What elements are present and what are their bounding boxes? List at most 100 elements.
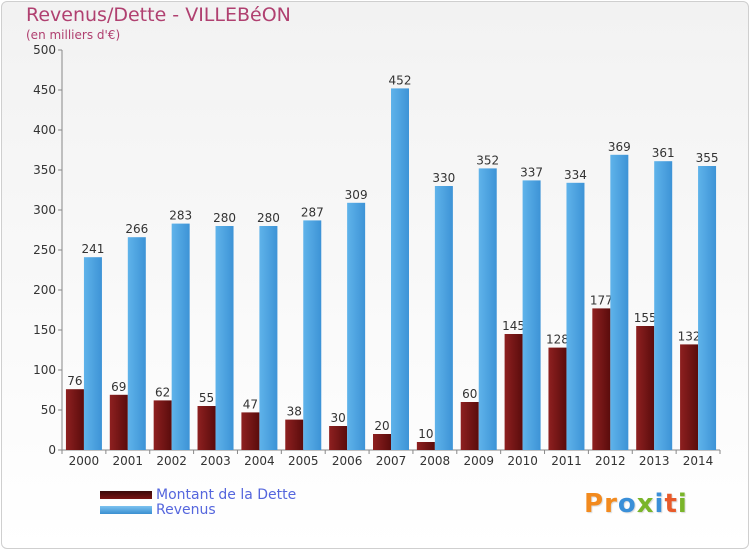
x-tick-label: 2011 [551, 454, 582, 468]
data-label-revenus: 280 [257, 211, 280, 225]
x-tick-label: 2006 [332, 454, 363, 468]
data-label-dette: 30 [330, 411, 345, 425]
chart-title: Revenus/Dette - VILLEBéON [26, 4, 291, 26]
x-tick-label: 2002 [156, 454, 187, 468]
data-label-revenus: 337 [520, 165, 543, 179]
legend-label-dette: Montant de la Dette [156, 487, 297, 503]
y-tick-label: 350 [33, 163, 56, 177]
legend-swatch-dette [100, 491, 152, 499]
y-tick-label: 0 [48, 443, 56, 457]
data-label-revenus: 241 [81, 242, 104, 256]
bar-revenus [434, 186, 453, 450]
data-label-revenus: 355 [696, 151, 719, 165]
y-tick-label: 300 [33, 203, 56, 217]
x-tick-label: 2009 [463, 454, 494, 468]
data-label-revenus: 452 [389, 73, 412, 87]
y-tick-label: 150 [33, 323, 56, 337]
x-tick-label: 2005 [288, 454, 319, 468]
data-label-dette: 132 [678, 329, 701, 343]
x-tick-label: 2004 [244, 454, 275, 468]
bar-revenus [478, 168, 497, 450]
bar-revenus [347, 202, 366, 450]
data-label-dette: 10 [418, 427, 433, 441]
data-label-dette: 76 [67, 374, 82, 388]
data-label-revenus: 361 [652, 146, 675, 160]
logo-letter: P [584, 489, 605, 519]
x-tick-label: 2012 [595, 454, 626, 468]
data-label-revenus: 369 [608, 140, 631, 154]
bar-dette [65, 389, 84, 450]
x-tick-label: 2008 [420, 454, 451, 468]
y-tick-label: 200 [33, 283, 56, 297]
y-tick-label: 100 [33, 363, 56, 377]
bar-dette [373, 434, 391, 450]
bar-revenus [83, 257, 102, 450]
data-label-dette: 20 [374, 419, 389, 433]
data-label-revenus: 287 [301, 205, 324, 219]
data-label-revenus: 266 [125, 222, 148, 236]
data-label-dette: 177 [590, 293, 613, 307]
data-label-revenus: 330 [432, 171, 455, 185]
data-label-dette: 145 [502, 319, 525, 333]
legend-item-dette: Montant de la Dette [100, 487, 296, 503]
logo-letter: o [617, 489, 637, 519]
bar-dette [153, 400, 172, 450]
bar-dette [197, 406, 216, 450]
data-label-dette: 62 [155, 385, 170, 399]
logo-letter: i [654, 489, 665, 519]
logo-letter: t [664, 489, 678, 519]
data-label-revenus: 352 [476, 153, 499, 167]
logo-letter: x [636, 489, 655, 519]
bar-dette [680, 344, 699, 450]
x-tick-label: 2014 [683, 454, 714, 468]
x-tick-label: 2010 [507, 454, 538, 468]
data-label-dette: 69 [111, 380, 126, 394]
bar-revenus [522, 180, 541, 450]
bar-dette [636, 326, 655, 450]
bar-dette [241, 412, 260, 450]
bar-revenus [610, 154, 629, 451]
data-label-dette: 55 [199, 391, 214, 405]
bar-dette [460, 402, 479, 450]
bar-dette [592, 308, 611, 450]
data-label-revenus: 334 [564, 168, 587, 182]
bar-revenus [654, 161, 673, 450]
legend-swatch-revenus [100, 506, 152, 514]
y-tick-label: 50 [41, 403, 56, 417]
bar-revenus [127, 237, 146, 450]
bar-dette [285, 419, 304, 450]
bar-dette [109, 394, 128, 450]
bar-revenus [566, 182, 585, 451]
legend-item-revenus: Revenus [100, 502, 216, 518]
bar-revenus [259, 226, 278, 450]
data-label-dette: 38 [287, 405, 302, 419]
chart-subtitle: (en milliers d'€) [26, 28, 121, 42]
y-tick-label: 500 [33, 43, 56, 57]
data-label-revenus: 309 [345, 188, 368, 202]
proxiti-logo: Proxiti [584, 489, 688, 519]
x-tick-label: 2007 [376, 454, 407, 468]
data-label-revenus: 280 [213, 211, 236, 225]
bar-revenus [698, 166, 717, 450]
bar-revenus [303, 220, 322, 450]
logo-letter: i [677, 489, 688, 519]
bar-dette [416, 442, 435, 450]
x-tick-label: 2000 [69, 454, 100, 468]
bar-revenus [391, 88, 409, 451]
data-label-revenus: 283 [169, 209, 192, 223]
data-label-dette: 128 [546, 333, 569, 347]
bar-revenus [215, 226, 234, 450]
y-tick-label: 250 [33, 243, 56, 257]
logo-letter: r [604, 489, 618, 519]
x-tick-label: 2001 [113, 454, 144, 468]
x-tick-label: 2003 [200, 454, 231, 468]
legend-label-revenus: Revenus [156, 502, 216, 518]
bar-dette [329, 426, 348, 450]
data-label-dette: 60 [462, 387, 477, 401]
y-tick-label: 400 [33, 123, 56, 137]
bar-dette [548, 347, 567, 450]
bar-revenus [171, 223, 190, 450]
data-label-dette: 47 [243, 397, 258, 411]
x-tick-label: 2013 [639, 454, 670, 468]
